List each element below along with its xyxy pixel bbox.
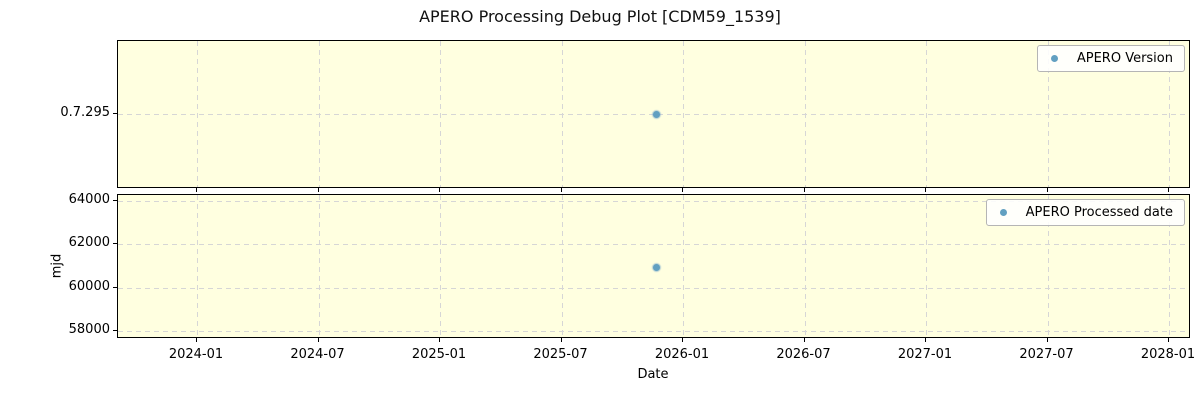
x-tick-mark [682,188,683,192]
x-gridline [440,195,441,337]
x-tick-mark [803,188,805,192]
x-tick-mark [1046,338,1048,342]
x-tick-mark [317,188,319,192]
x-tick-label: 2024-07 [290,347,345,362]
x-tick-mark [803,338,805,342]
y-tick-label: 60000 [68,278,110,294]
x-tick-mark [439,188,440,192]
data-point-apero-version [652,110,660,118]
subplot-apero-version: APERO Version [117,40,1190,188]
y-gridline [118,331,1189,332]
plot-title: APERO Processing Debug Plot [CDM59_1539] [419,7,781,26]
x-tick-mark [196,338,197,342]
x-tick-mark [560,188,562,192]
x-gridline [683,195,684,337]
y-gridline [118,287,1189,289]
x-tick-mark [1046,188,1048,192]
x-tick-mark [1168,338,1169,342]
x-tick-mark [560,338,562,342]
x-tick-label: 2027-01 [897,347,953,362]
legend-marker-icon [999,209,1007,216]
x-tick-mark [196,188,197,192]
y-tick-mark [113,200,117,201]
x-tick-label: 2026-07 [776,347,831,362]
x-tick-mark [439,338,440,342]
y-axis-label-mjd: mjd [49,253,65,279]
legend-marker-icon [1050,55,1058,62]
x-tick-label: 2024-01 [168,347,224,362]
y-tick-mark [113,113,117,114]
x-gridline [926,195,927,337]
y-gridline [118,201,1189,202]
y-tick-mark [113,286,117,288]
x-gridline [804,195,806,337]
x-gridline [197,195,198,337]
y-tick-label: 62000 [68,235,110,251]
legend-apero-version: APERO Version [1036,45,1185,72]
legend-label-apero-processed-date: APERO Processed date [1025,205,1173,220]
y-tick-mark [113,330,117,331]
x-gridline [1047,195,1049,337]
x-tick-mark [925,188,926,192]
x-gridline [1169,195,1170,337]
legend-label-apero-version: APERO Version [1076,51,1173,66]
subplot-apero-processed-date: APERO Processed date [117,194,1190,338]
x-axis-label: Date [637,367,669,382]
y-tick-label: 58000 [68,322,110,337]
x-tick-label: 2028-01 [1140,347,1196,362]
x-tick-label: 2025-01 [411,347,467,362]
x-tick-label: 2026-01 [654,347,710,362]
x-tick-label: 2025-07 [533,347,588,362]
y-tick-label: 0.7.295 [60,105,110,120]
x-gridline [318,195,320,337]
x-gridline [561,195,563,337]
x-tick-mark [682,338,683,342]
legend-apero-processed-date: APERO Processed date [985,199,1185,226]
y-gridline [118,244,1189,246]
x-tick-mark [925,338,926,342]
x-tick-mark [317,338,319,342]
y-tick-label: 64000 [68,192,110,207]
x-tick-mark [1168,188,1169,192]
data-point-apero-processed-date [652,263,660,271]
y-tick-mark [113,243,117,245]
x-tick-label: 2027-07 [1019,347,1074,362]
